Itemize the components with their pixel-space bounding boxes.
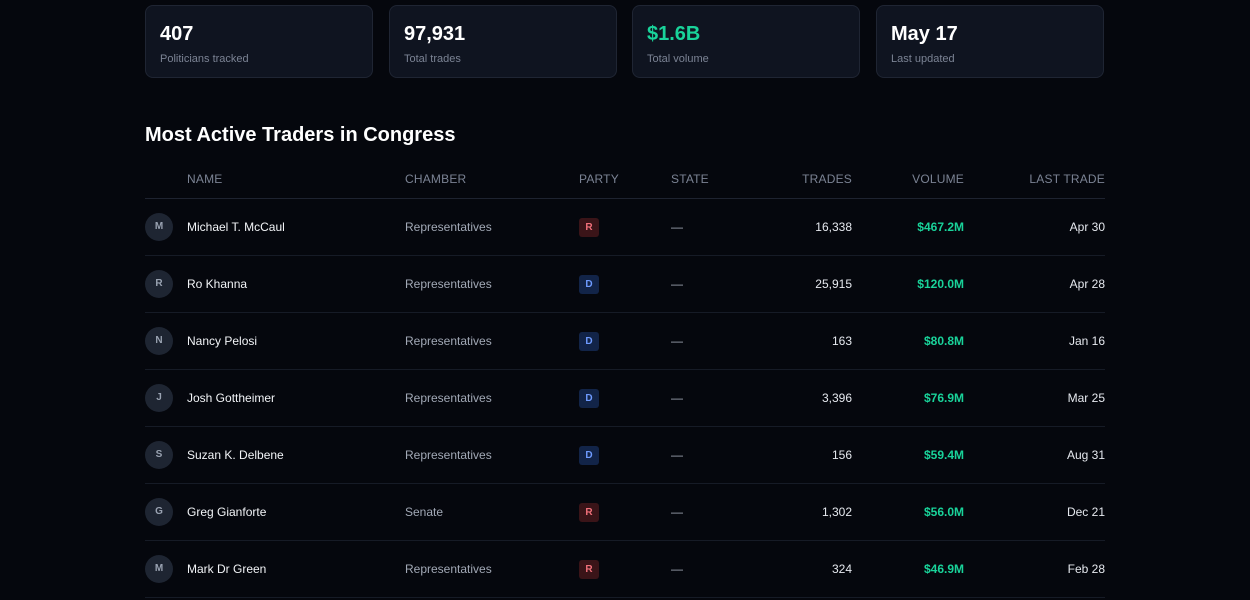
avatar: N	[145, 327, 173, 355]
column-header-trades[interactable]: TRADES	[802, 172, 852, 186]
trades-cell: 1,302	[821, 505, 852, 519]
stat-value: 407	[160, 23, 194, 45]
stat-card-trades: 97,931 Total trades	[389, 5, 617, 78]
trades-cell: 324	[831, 562, 852, 576]
last-trade-cell: Mar 25	[1067, 391, 1105, 405]
trades-cell: 25,915	[815, 277, 852, 291]
state-cell: —	[671, 448, 683, 462]
last-trade-cell: Dec 21	[1066, 505, 1105, 519]
state-cell: —	[671, 562, 683, 576]
state-cell: —	[671, 391, 683, 405]
stats-bar: 407 Politicians tracked 97,931 Total tra…	[145, 5, 1105, 79]
politician-name[interactable]: Michael T. McCaul	[187, 220, 285, 234]
stat-label: Politicians tracked	[160, 53, 249, 65]
chamber-cell: Representatives	[405, 334, 492, 348]
politician-name[interactable]: Ro Khanna	[187, 277, 248, 291]
stat-card-volume: $1.6B Total volume	[632, 5, 860, 78]
volume-cell: $467.2M	[917, 220, 964, 234]
chamber-cell: Representatives	[405, 220, 492, 234]
table-row[interactable]: R Ro Khanna Representatives D — 25,915 $120.0M…	[145, 256, 1105, 313]
table-row[interactable]: M Mark Dr Green Representatives R — 324 $46.9M…	[145, 541, 1105, 598]
avatar: R	[145, 270, 173, 298]
party-cell: R	[579, 484, 599, 540]
avatar: J	[145, 384, 173, 412]
chamber-cell: Representatives	[405, 391, 492, 405]
party-cell: D	[579, 256, 599, 312]
state-cell: —	[671, 334, 683, 348]
column-header-volume[interactable]: VOLUME	[912, 172, 964, 186]
party-badge: D	[579, 275, 599, 295]
column-header-chamber[interactable]: CHAMBER	[405, 172, 467, 186]
stat-card-politicians: 407 Politicians tracked	[145, 5, 373, 78]
trades-cell: 156	[831, 448, 852, 462]
trades-cell: 163	[831, 334, 852, 348]
avatar: S	[145, 441, 173, 469]
trades-cell: 16,338	[815, 220, 852, 234]
table-row[interactable]: N Nancy Pelosi Representatives D — 163 $80.8M J…	[145, 313, 1105, 370]
column-header-party[interactable]: PARTY	[579, 172, 619, 186]
volume-cell: $80.8M	[923, 334, 964, 348]
volume-cell: $120.0M	[917, 277, 964, 291]
avatar: G	[145, 498, 173, 526]
last-trade-cell: Apr 28	[1069, 277, 1105, 291]
party-cell: D	[579, 313, 599, 369]
party-badge: R	[579, 218, 599, 238]
chamber-cell: Representatives	[405, 448, 492, 462]
last-trade-cell: Jan 16	[1068, 334, 1105, 348]
last-trade-cell: Feb 28	[1067, 562, 1105, 576]
state-cell: —	[671, 277, 683, 291]
column-header-name[interactable]: NAME	[187, 172, 223, 186]
politician-name[interactable]: Nancy Pelosi	[187, 334, 258, 348]
table-row[interactable]: J Josh Gottheimer Representatives D — 3,396 $7…	[145, 370, 1105, 427]
last-trade-cell: Aug 31	[1066, 448, 1105, 462]
chamber-cell: Representatives	[405, 277, 492, 291]
avatar: M	[145, 213, 173, 241]
stat-label: Total trades	[404, 53, 461, 65]
stat-value: May 17	[891, 23, 958, 45]
politician-name[interactable]: Josh Gottheimer	[187, 391, 276, 405]
party-badge: R	[579, 560, 599, 580]
table-body: M Michael T. McCaul Representatives R — 16,33…	[145, 199, 1105, 598]
party-cell: D	[579, 370, 599, 426]
politician-name[interactable]: Mark Dr Green	[187, 562, 267, 576]
party-badge: D	[579, 446, 599, 466]
state-cell: —	[671, 505, 683, 519]
table-row[interactable]: M Michael T. McCaul Representatives R — 16,33…	[145, 199, 1105, 256]
state-cell: —	[671, 220, 683, 234]
table-row[interactable]: S Suzan K. Delbene Representatives D — 156 $59…	[145, 427, 1105, 484]
politician-name[interactable]: Greg Gianforte	[187, 505, 267, 519]
volume-cell: $76.9M	[923, 391, 964, 405]
volume-cell: $59.4M	[923, 448, 964, 462]
party-cell: D	[579, 427, 599, 483]
table-row[interactable]: G Greg Gianforte Senate R — 1,302 $56.0M Dec 21	[145, 484, 1105, 541]
column-header-last-trade[interactable]: LAST TRADE	[1029, 172, 1105, 186]
politician-name[interactable]: Suzan K. Delbene	[187, 448, 284, 462]
traders-table: NAME CHAMBER PARTY STATE TRADES VOLUME L…	[145, 160, 1105, 598]
section-title: Most Active Traders in Congress	[145, 124, 456, 146]
last-trade-cell: Apr 30	[1069, 220, 1105, 234]
avatar: M	[145, 555, 173, 583]
party-badge: D	[579, 332, 599, 352]
chamber-cell: Representatives	[405, 562, 492, 576]
party-cell: R	[579, 199, 599, 255]
stat-card-last-updated: May 17 Last updated	[876, 5, 1104, 78]
stat-value: 97,931	[404, 23, 466, 45]
column-header-state[interactable]: STATE	[671, 172, 709, 186]
volume-cell: $46.9M	[923, 562, 964, 576]
party-cell: R	[579, 541, 599, 597]
trades-cell: 3,396	[821, 391, 852, 405]
volume-cell: $56.0M	[923, 505, 964, 519]
stat-value: $1.6B	[647, 23, 701, 45]
stat-label: Total volume	[647, 53, 709, 65]
party-badge: R	[579, 503, 599, 523]
table-header: NAME CHAMBER PARTY STATE TRADES VOLUME L…	[145, 160, 1105, 199]
stat-label: Last updated	[891, 53, 955, 65]
chamber-cell: Senate	[405, 505, 444, 519]
party-badge: D	[579, 389, 599, 409]
